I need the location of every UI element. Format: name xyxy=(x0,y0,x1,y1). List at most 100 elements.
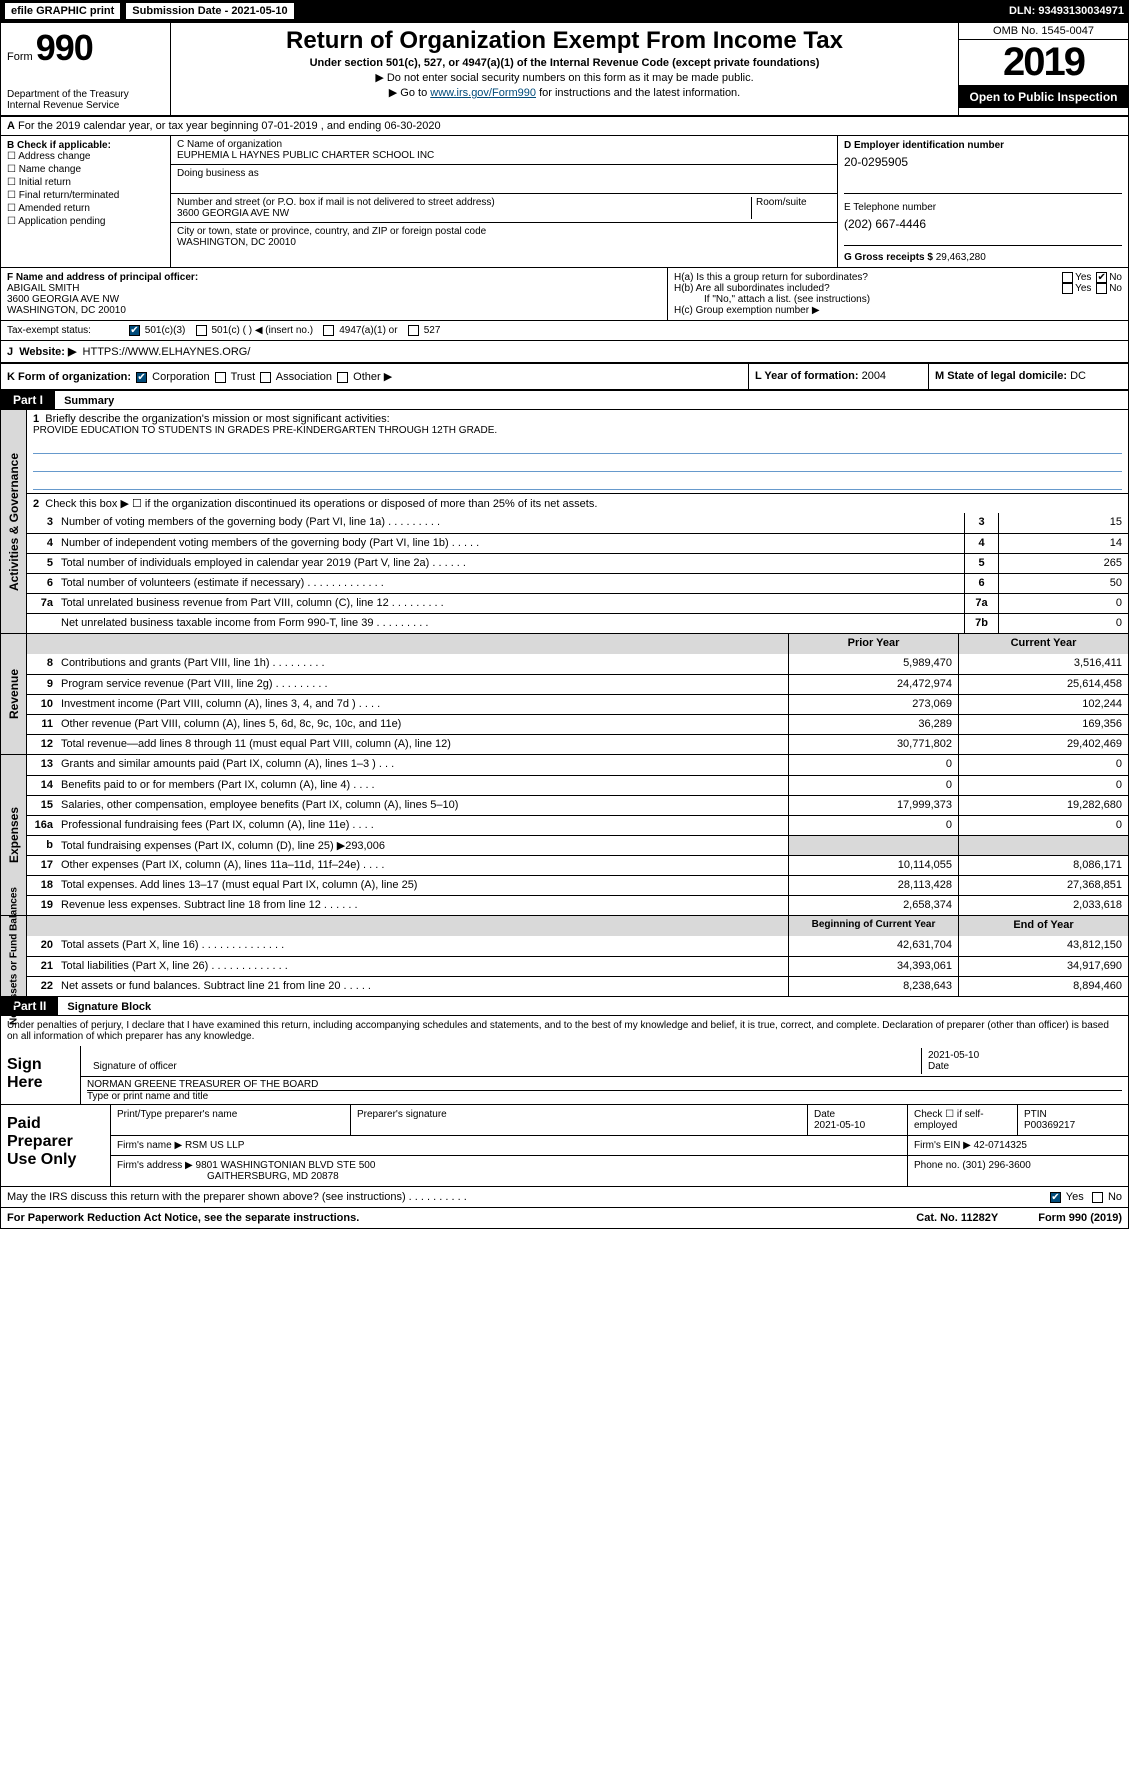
form-note-2: ▶ Go to www.irs.gov/Form990 for instruct… xyxy=(179,86,950,99)
sign-here-row: Sign Here Signature of officer 2021-05-1… xyxy=(1,1046,1128,1105)
table-row: 15 Salaries, other compensation, employe… xyxy=(27,795,1128,815)
beg-year-header: Beginning of Current Year xyxy=(788,916,958,936)
table-row: 14 Benefits paid to or for members (Part… xyxy=(27,775,1128,795)
assoc-checkbox[interactable] xyxy=(260,372,271,383)
form-header: Form 990 Department of the Treasury Inte… xyxy=(1,23,1128,117)
ein-value: 20-0295905 xyxy=(844,155,1122,169)
table-row: 19 Revenue less expenses. Subtract line … xyxy=(27,895,1128,915)
website-url: HTTPS://WWW.ELHAYNES.ORG/ xyxy=(83,346,251,358)
discuss-yes-checkbox[interactable]: ✔ xyxy=(1050,1192,1061,1203)
form-label: Form xyxy=(7,51,33,63)
table-row: 11 Other revenue (Part VIII, column (A),… xyxy=(27,714,1128,734)
501c-checkbox[interactable] xyxy=(196,325,207,336)
527-checkbox[interactable] xyxy=(408,325,419,336)
firm-phone: (301) 296-3600 xyxy=(962,1160,1030,1171)
paid-preparer-label: Paid Preparer Use Only xyxy=(1,1105,111,1186)
table-row: 7a Total unrelated business revenue from… xyxy=(27,593,1128,613)
expenses-sidebar-label: Expenses xyxy=(7,807,21,863)
table-row: 6 Total number of volunteers (estimate i… xyxy=(27,573,1128,593)
501c3-checkbox[interactable]: ✔ xyxy=(129,325,140,336)
corp-checkbox[interactable]: ✔ xyxy=(136,372,147,383)
other-checkbox[interactable] xyxy=(337,372,348,383)
tax-year: 2019 xyxy=(959,40,1128,85)
revenue-sidebar-label: Revenue xyxy=(7,669,21,719)
org-street: 3600 GEORGIA AVE NW xyxy=(177,208,751,219)
governance-section: Activities & Governance 1 Briefly descri… xyxy=(1,410,1128,634)
form-note-1: ▶ Do not enter social security numbers o… xyxy=(179,71,950,84)
table-row: 9 Program service revenue (Part VIII, li… xyxy=(27,674,1128,694)
officer-signed-name: NORMAN GREENE TREASURER OF THE BOARD xyxy=(87,1079,1122,1090)
netassets-sidebar-label: Net Assets or Fund Balances xyxy=(8,887,19,1025)
open-public-badge: Open to Public Inspection xyxy=(959,85,1128,108)
trust-checkbox[interactable] xyxy=(215,372,226,383)
sig-date: 2021-05-10 xyxy=(928,1050,979,1061)
irs-link[interactable]: www.irs.gov/Form990 xyxy=(430,87,536,99)
end-year-header: End of Year xyxy=(958,916,1128,936)
row-fh: F Name and address of principal officer:… xyxy=(1,268,1128,321)
part2-header: Part II Signature Block xyxy=(1,997,1128,1016)
current-year-header: Current Year xyxy=(958,634,1128,654)
period-a: A For the 2019 calendar year, or tax yea… xyxy=(1,117,1128,136)
expenses-section: Expenses 13 Grants and similar amounts p… xyxy=(1,755,1128,916)
dln-label: DLN: 93493130034971 xyxy=(1009,5,1124,17)
box-d-e-g: D Employer identification number 20-0295… xyxy=(838,136,1128,267)
dept-label: Department of the Treasury Internal Reve… xyxy=(7,89,164,111)
org-name: EUPHEMIA L HAYNES PUBLIC CHARTER SCHOOL … xyxy=(177,150,831,161)
revenue-section: Revenue Prior Year Current Year 8 Contri… xyxy=(1,634,1128,755)
submission-date-button[interactable]: Submission Date - 2021-05-10 xyxy=(126,3,293,19)
state-domicile: DC xyxy=(1070,370,1086,382)
year-formation: 2004 xyxy=(862,370,886,382)
officer-name: ABIGAIL SMITH xyxy=(7,283,661,294)
governance-sidebar-label: Activities & Governance xyxy=(7,453,21,591)
part1-header: Part I Summary xyxy=(1,391,1128,410)
omb-number: OMB No. 1545-0047 xyxy=(959,23,1128,40)
4947-checkbox[interactable] xyxy=(323,325,334,336)
form-container: Form 990 Department of the Treasury Inte… xyxy=(0,22,1129,1229)
box-b: B Check if applicable: ☐ Address change … xyxy=(1,136,171,267)
table-row: b Total fundraising expenses (Part IX, c… xyxy=(27,835,1128,855)
prior-year-header: Prior Year xyxy=(788,634,958,654)
gross-receipts: 29,463,280 xyxy=(936,252,986,263)
table-row: 5 Total number of individuals employed i… xyxy=(27,553,1128,573)
table-row: 16a Professional fundraising fees (Part … xyxy=(27,815,1128,835)
hb-yes-checkbox[interactable] xyxy=(1062,283,1073,294)
table-row: 20 Total assets (Part X, line 16) . . . … xyxy=(27,936,1128,956)
tax-exempt-row: Tax-exempt status: ✔ 501(c)(3) 501(c) ( … xyxy=(1,321,1128,341)
hb-no-checkbox[interactable] xyxy=(1096,283,1107,294)
table-row: Net unrelated business taxable income fr… xyxy=(27,613,1128,633)
phone-value: (202) 667-4446 xyxy=(844,217,1122,231)
cat-no: Cat. No. 11282Y xyxy=(916,1212,998,1224)
ha-yes-checkbox[interactable] xyxy=(1062,272,1073,283)
firm-addr: 9801 WASHINGTONIAN BLVD STE 500 xyxy=(196,1160,376,1171)
table-row: 8 Contributions and grants (Part VIII, l… xyxy=(27,654,1128,674)
mission-text: PROVIDE EDUCATION TO STUDENTS IN GRADES … xyxy=(33,425,1122,436)
prep-date: 2021-05-10 xyxy=(814,1120,865,1131)
table-row: 22 Net assets or fund balances. Subtract… xyxy=(27,976,1128,996)
website-row: J Website: ▶ HTTPS://WWW.ELHAYNES.ORG/ xyxy=(1,341,1128,364)
ptin-value: P00369217 xyxy=(1024,1120,1075,1131)
efile-topbar: efile GRAPHIC print Submission Date - 20… xyxy=(0,0,1129,22)
table-row: 3 Number of voting members of the govern… xyxy=(27,513,1128,533)
discuss-row: May the IRS discuss this return with the… xyxy=(1,1187,1128,1208)
firm-name: RSM US LLP xyxy=(185,1140,244,1151)
preparer-row: Paid Preparer Use Only Print/Type prepar… xyxy=(1,1105,1128,1187)
form-title: Return of Organization Exempt From Incom… xyxy=(179,27,950,55)
entity-row: B Check if applicable: ☐ Address change … xyxy=(1,136,1128,268)
box-c: C Name of organization EUPHEMIA L HAYNES… xyxy=(171,136,838,267)
efile-print-button[interactable]: efile GRAPHIC print xyxy=(5,3,120,19)
form-subtitle: Under section 501(c), 527, or 4947(a)(1)… xyxy=(179,57,950,69)
org-city: WASHINGTON, DC 20010 xyxy=(177,237,831,248)
firm-ein: 42-0714325 xyxy=(974,1140,1027,1151)
table-row: 4 Number of independent voting members o… xyxy=(27,533,1128,553)
sign-here-label: Sign Here xyxy=(1,1046,81,1104)
table-row: 13 Grants and similar amounts paid (Part… xyxy=(27,755,1128,775)
table-row: 18 Total expenses. Add lines 13–17 (must… xyxy=(27,875,1128,895)
signature-intro: Under penalties of perjury, I declare th… xyxy=(1,1016,1128,1046)
netassets-section: Net Assets or Fund Balances Beginning of… xyxy=(1,916,1128,997)
discuss-no-checkbox[interactable] xyxy=(1092,1192,1103,1203)
ha-no-checkbox[interactable]: ✔ xyxy=(1096,272,1107,283)
table-row: 17 Other expenses (Part IX, column (A), … xyxy=(27,855,1128,875)
footer-note: For Paperwork Reduction Act Notice, see … xyxy=(1,1208,1128,1228)
table-row: 10 Investment income (Part VIII, column … xyxy=(27,694,1128,714)
table-row: 21 Total liabilities (Part X, line 26) .… xyxy=(27,956,1128,976)
